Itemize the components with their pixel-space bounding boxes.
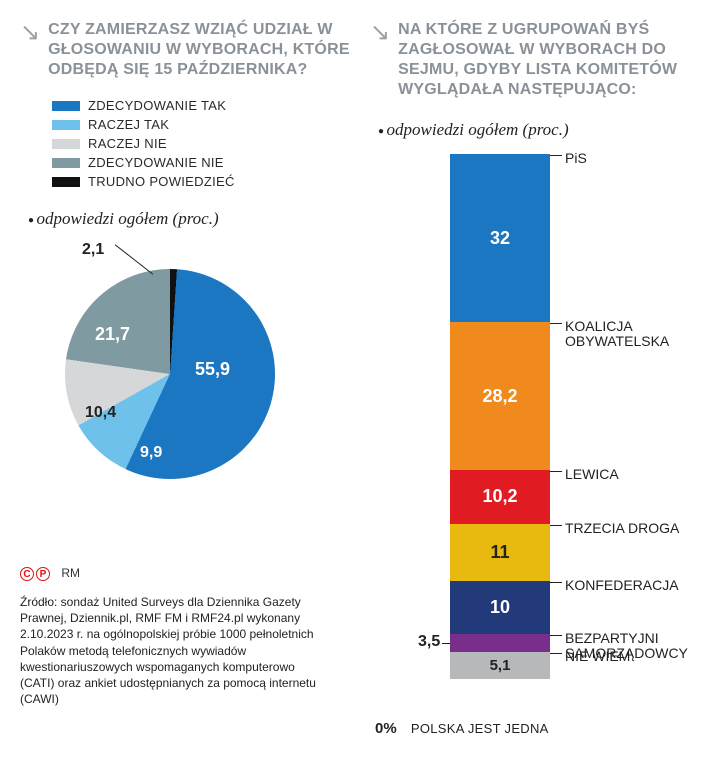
pie-legend: ZDECYDOWANIE TAK RACZEJ TAK RACZEJ NIE Z… (52, 98, 360, 189)
pie-callout-line (115, 244, 153, 274)
external-value-line (442, 643, 450, 644)
pie-value: 55,9 (195, 359, 230, 380)
party-label: PiS (565, 151, 587, 166)
zero-party: POLSKA JEST JEDNA (411, 721, 549, 736)
copyright-icon: P (36, 567, 50, 581)
right-column: ↘ NA KTÓRE Z UGRUPOWAŃ BYŚ ZAGŁOSOWAŁ W … (370, 20, 710, 714)
pie-value: 10,4 (85, 404, 116, 422)
party-label: TRZECIA DROGA (565, 521, 679, 536)
party-leader-line (550, 525, 562, 526)
pie-value: 21,7 (95, 324, 130, 345)
party-label: LEWICA (565, 467, 619, 482)
pie-value: 9,9 (140, 444, 162, 462)
left-subhead: odpowiedzi ogółem (proc.) (28, 209, 360, 229)
right-question-block: ↘ NA KTÓRE Z UGRUPOWAŃ BYŚ ZAGŁOSOWAŁ W … (370, 20, 710, 100)
legend-swatch (52, 139, 80, 149)
party-leader-line (550, 155, 562, 156)
author-initials: RM (61, 566, 80, 580)
right-question: NA KTÓRE Z UGRUPOWAŃ BYŚ ZAGŁOSOWAŁ W WY… (398, 20, 710, 100)
legend-item: ZDECYDOWANIE NIE (52, 155, 360, 170)
credits: CP RM (20, 566, 80, 581)
copyright-icon: C (20, 567, 34, 581)
legend-swatch (52, 177, 80, 187)
party-leader-line (550, 471, 562, 472)
legend-label: RACZEJ TAK (88, 117, 169, 132)
pie-chart: 2,1 55,9 9,9 10,4 21,7 (40, 239, 300, 499)
bar-segment (450, 634, 550, 652)
legend-swatch (52, 101, 80, 111)
stacked-bar-chart: 3228,210,21110 5,1 PiS KOALICJA OBYWATELSK… (370, 154, 710, 714)
legend-item: RACZEJ NIE (52, 136, 360, 151)
party-label: KOALICJA OBYWATELSKA (565, 319, 669, 350)
source-text: Źródło: sondaż United Surveys dla Dzienn… (20, 594, 320, 707)
legend-swatch (52, 158, 80, 168)
legend-label: ZDECYDOWANIE TAK (88, 98, 226, 113)
legend-label: ZDECYDOWANIE NIE (88, 155, 224, 170)
legend-item: RACZEJ TAK (52, 117, 360, 132)
bar-segment: 10,2 (450, 470, 550, 524)
right-subhead: odpowiedzi ogółem (proc.) (378, 120, 710, 140)
party-leader-line (550, 323, 562, 324)
stacked-bar: 3228,210,21110 5,1 (450, 154, 550, 679)
arrow-icon: ↘ (370, 18, 390, 100)
legend-label: TRUDNO POWIEDZIEĆ (88, 174, 235, 189)
legend-item: ZDECYDOWANIE TAK (52, 98, 360, 113)
zero-value: 0% (375, 720, 397, 737)
bar-segment: 11 (450, 524, 550, 582)
bar-segment: 10 (450, 581, 550, 634)
arrow-icon: ↘ (20, 18, 40, 80)
party-leader-line (550, 582, 562, 583)
legend-swatch (52, 120, 80, 130)
party-leader-line (550, 635, 562, 636)
zero-entry: 0% POLSKA JEST JEDNA (375, 720, 549, 737)
bar-segment: 32 (450, 154, 550, 322)
external-value: 3,5 (418, 633, 440, 651)
party-label: NIE WIEM (565, 649, 630, 664)
left-question: CZY ZAMIERZASZ WZIĄĆ UDZIAŁ W GŁOSOWANIU… (48, 20, 360, 80)
left-question-block: ↘ CZY ZAMIERZASZ WZIĄĆ UDZIAŁ W GŁOSOWAN… (20, 20, 360, 80)
left-column: ↘ CZY ZAMIERZASZ WZIĄĆ UDZIAŁ W GŁOSOWAN… (20, 20, 360, 499)
legend-label: RACZEJ NIE (88, 136, 167, 151)
legend-item: TRUDNO POWIEDZIEĆ (52, 174, 360, 189)
bar-segment: 28,2 (450, 322, 550, 470)
pie-graphic (65, 269, 275, 479)
bar-segment: 5,1 (450, 652, 550, 679)
party-label: KONFEDERACJA (565, 578, 679, 593)
party-leader-line (550, 653, 562, 654)
pie-callout-label: 2,1 (82, 241, 104, 259)
